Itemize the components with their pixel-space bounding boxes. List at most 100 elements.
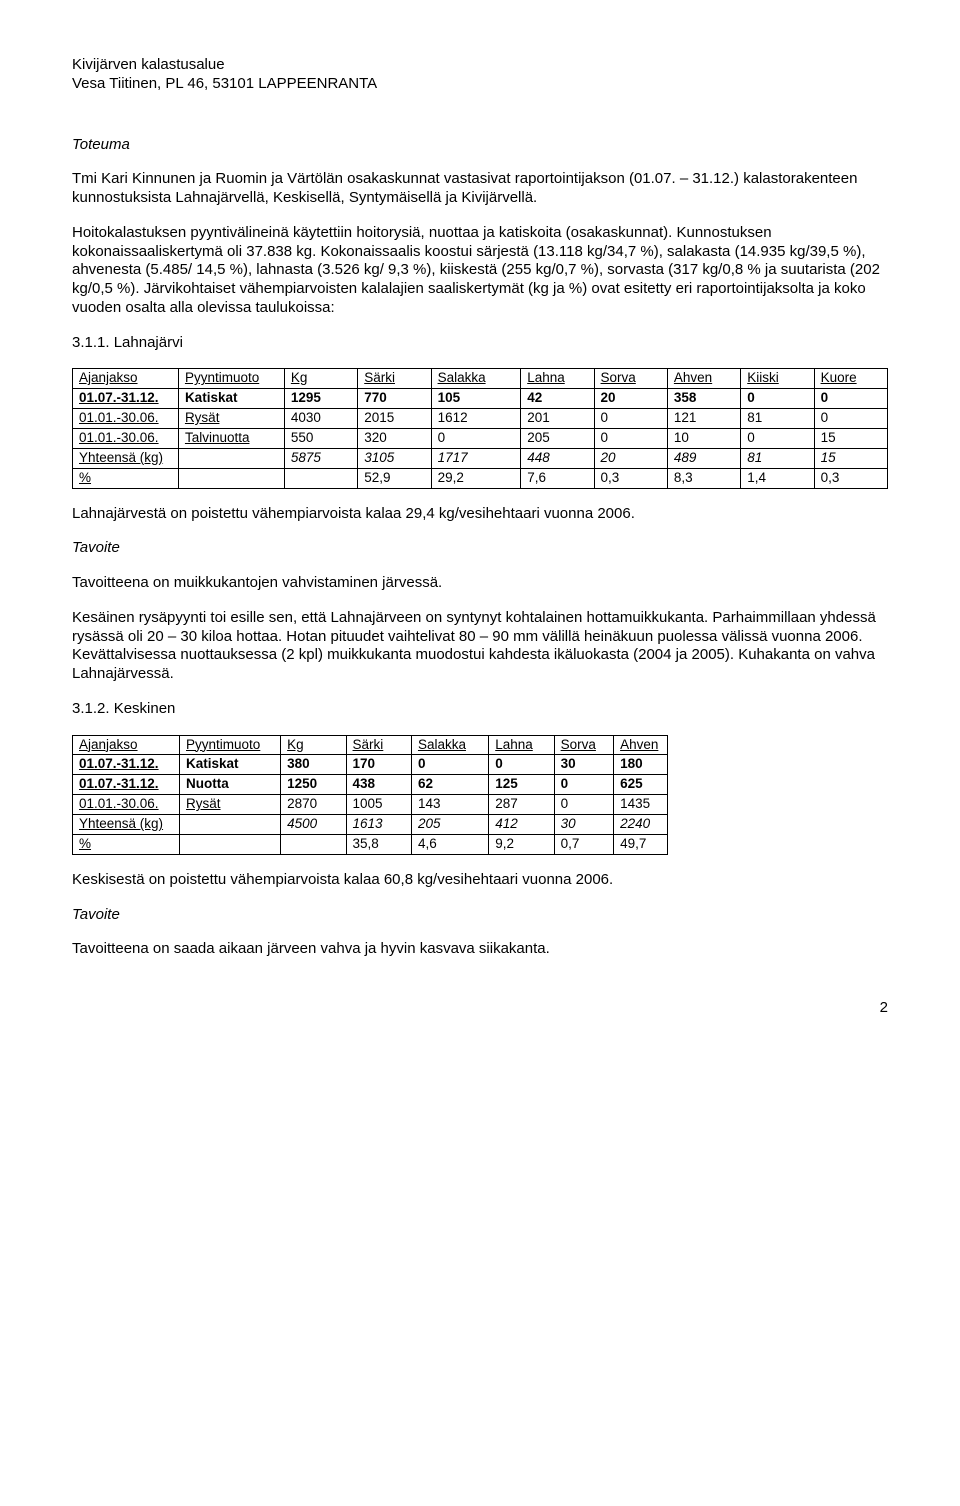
table-header-cell: Salakka: [431, 369, 521, 389]
table-header-cell: Pyyntimuoto: [178, 369, 284, 389]
table-cell: 0: [814, 389, 887, 409]
table-cell: 81: [741, 448, 814, 468]
table-cell: 0: [554, 795, 613, 815]
header-line-1: Kivijärven kalastusalue: [72, 56, 888, 75]
table-cell: 4500: [281, 815, 346, 835]
table-cell: 42: [521, 389, 594, 409]
table-cell: 10: [667, 428, 740, 448]
table-cell: 121: [667, 409, 740, 429]
table-cell: 8,3: [667, 468, 740, 488]
table-cell: Yhteensä (kg): [73, 448, 179, 468]
header-line-2: Vesa Tiitinen, PL 46, 53101 LAPPEENRANTA: [72, 75, 888, 94]
table-row: 01.07.-31.12.Katiskat1295770105422035800: [73, 389, 888, 409]
table-cell: 1,4: [741, 468, 814, 488]
table-cell: [284, 468, 357, 488]
table-cell: 49,7: [614, 834, 668, 854]
table-cell: Talvinuotta: [178, 428, 284, 448]
table-row: 01.01.-30.06.Talvinuotta5503200205010015: [73, 428, 888, 448]
table-cell: [281, 834, 346, 854]
table-row: Yhteensä (kg)587531051717448204898115: [73, 448, 888, 468]
table-header-cell: Kiiski: [741, 369, 814, 389]
table-cell: 1613: [346, 815, 411, 835]
table-cell: 52,9: [358, 468, 431, 488]
table-cell: 438: [346, 775, 411, 795]
table-cell: 448: [521, 448, 594, 468]
table-cell: 125: [489, 775, 554, 795]
table-cell: 143: [411, 795, 488, 815]
table-header-cell: Sorva: [594, 369, 667, 389]
table-cell: 0: [489, 755, 554, 775]
table-cell: %: [73, 468, 179, 488]
table-cell: Nuotta: [180, 775, 281, 795]
table-header-cell: Ajanjakso: [73, 369, 179, 389]
table-cell: 1612: [431, 409, 521, 429]
table-cell: 29,2: [431, 468, 521, 488]
table-cell: 15: [814, 448, 887, 468]
tavoite-heading-1: Tavoite: [72, 539, 888, 558]
table-cell: 62: [411, 775, 488, 795]
table-header-cell: Kuore: [814, 369, 887, 389]
table-cell: 15: [814, 428, 887, 448]
lahnajarvi-results-paragraph: Kesäinen rysäpyynti toi esille sen, että…: [72, 609, 888, 684]
table-cell: 1005: [346, 795, 411, 815]
table-cell: 0: [411, 755, 488, 775]
table-cell: 01.07.-31.12.: [73, 775, 180, 795]
table-cell: 1717: [431, 448, 521, 468]
table-cell: 0: [431, 428, 521, 448]
table-cell: 0: [594, 428, 667, 448]
after-t1-sentence: Lahnajärvestä on poistettu vähempiarvois…: [72, 505, 888, 524]
table-header-cell: Ahven: [614, 735, 668, 755]
table-cell: 9,2: [489, 834, 554, 854]
table-cell: Katiskat: [178, 389, 284, 409]
tavoite-sentence-2: Tavoitteena on saada aikaan järveen vahv…: [72, 940, 888, 959]
table-row: %35,84,69,20,749,7: [73, 834, 668, 854]
table-cell: 2240: [614, 815, 668, 835]
table-header-cell: Kg: [284, 369, 357, 389]
table-header-cell: Pyyntimuoto: [180, 735, 281, 755]
tavoite-sentence-1: Tavoitteena on muikkukantojen vahvistami…: [72, 574, 888, 593]
table-cell: 20: [594, 448, 667, 468]
table-cell: 7,6: [521, 468, 594, 488]
toteuma-heading: Toteuma: [72, 136, 888, 155]
table-cell: 1250: [281, 775, 346, 795]
table-cell: 412: [489, 815, 554, 835]
table-cell: %: [73, 834, 180, 854]
table-header-cell: Särki: [358, 369, 431, 389]
table-cell: 0: [741, 428, 814, 448]
table-cell: 489: [667, 448, 740, 468]
table-cell: Katiskat: [180, 755, 281, 775]
table-cell: 205: [411, 815, 488, 835]
table-cell: 30: [554, 815, 613, 835]
table-row: %52,929,27,60,38,31,40,3: [73, 468, 888, 488]
keskinen-table: AjanjaksoPyyntimuotoKgSärkiSalakkaLahnaS…: [72, 735, 668, 855]
table-cell: 770: [358, 389, 431, 409]
table-cell: 380: [281, 755, 346, 775]
table-cell: 180: [614, 755, 668, 775]
table-cell: 01.07.-31.12.: [73, 389, 179, 409]
header: Kivijärven kalastusalue Vesa Tiitinen, P…: [72, 56, 888, 94]
table-header-cell: Kg: [281, 735, 346, 755]
table-row: Yhteensä (kg)45001613205412302240: [73, 815, 668, 835]
table-cell: [180, 815, 281, 835]
table-cell: [180, 834, 281, 854]
table-cell: 0: [741, 389, 814, 409]
table-header-cell: Särki: [346, 735, 411, 755]
table-cell: 0: [814, 409, 887, 429]
body-paragraph-1: Tmi Kari Kinnunen ja Ruomin ja Värtölän …: [72, 170, 888, 208]
table-cell: 4,6: [411, 834, 488, 854]
table-row: 01.07.-31.12.Katiskat3801700030180: [73, 755, 668, 775]
tavoite-heading-2: Tavoite: [72, 906, 888, 925]
table-row: 01.07.-31.12.Nuotta1250438621250625: [73, 775, 668, 795]
table-cell: 81: [741, 409, 814, 429]
table-cell: 0,3: [594, 468, 667, 488]
table-header-cell: Ajanjakso: [73, 735, 180, 755]
section-title-311: 3.1.1. Lahnajärvi: [72, 334, 888, 353]
table-header-cell: Salakka: [411, 735, 488, 755]
after-t2-sentence: Keskisestä on poistettu vähempiarvoista …: [72, 871, 888, 890]
lahnajarvi-table: AjanjaksoPyyntimuotoKgSärkiSalakkaLahnaS…: [72, 368, 888, 488]
table-cell: 105: [431, 389, 521, 409]
table-cell: [178, 468, 284, 488]
table-cell: 01.01.-30.06.: [73, 795, 180, 815]
table-cell: [178, 448, 284, 468]
table-cell: 550: [284, 428, 357, 448]
